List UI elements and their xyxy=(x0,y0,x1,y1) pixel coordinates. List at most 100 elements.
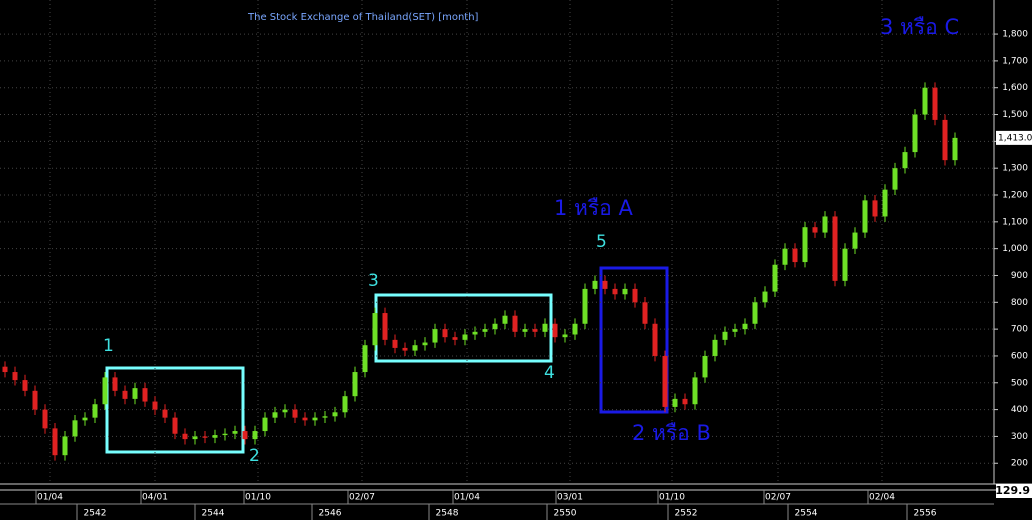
candle-body xyxy=(652,323,658,356)
candle-body xyxy=(112,377,118,391)
x-tick-label: 2554 xyxy=(795,509,818,519)
x-tick-label: 01/04 xyxy=(37,493,63,503)
candle-body xyxy=(12,372,18,381)
candle-body xyxy=(432,329,438,343)
wave-label: 2 xyxy=(249,446,260,466)
candle-body xyxy=(342,396,348,413)
y-tick-label: 300 xyxy=(1011,432,1028,442)
candle-body xyxy=(902,152,908,169)
wave-label: 5 xyxy=(596,232,607,252)
candle-body xyxy=(582,288,588,324)
candle-body xyxy=(742,323,748,330)
candle-body xyxy=(802,227,808,263)
candle-body xyxy=(682,398,688,405)
candle-body xyxy=(392,339,398,348)
candle-body xyxy=(242,431,248,440)
candle-body xyxy=(932,87,938,120)
candle-body xyxy=(122,390,128,399)
y-tick-label: 500 xyxy=(1011,378,1028,388)
x-tick-label: 02/04 xyxy=(869,493,895,503)
candle-body xyxy=(662,355,668,407)
candle-body xyxy=(602,280,608,289)
candle-body xyxy=(792,248,798,263)
wave-label: 3 xyxy=(368,271,379,291)
wave-label: 1 xyxy=(103,336,114,356)
candle-body xyxy=(352,372,358,397)
x-tick-label: 2544 xyxy=(202,509,225,519)
candle-body xyxy=(282,409,288,413)
lower-value: 129.9 xyxy=(995,484,1030,497)
x-tick-label: 2542 xyxy=(84,509,107,519)
range-box xyxy=(599,266,669,414)
candle-body xyxy=(312,417,318,421)
candle-body xyxy=(542,323,548,332)
candle-body xyxy=(162,409,168,418)
candle-body xyxy=(942,119,948,161)
candle-body xyxy=(172,417,178,434)
candle-body xyxy=(592,280,598,289)
candle-body xyxy=(302,417,308,421)
candle-body xyxy=(132,388,138,399)
candle-body xyxy=(22,380,28,391)
candle-body xyxy=(212,435,218,438)
y-tick-label: 1,800 xyxy=(1002,30,1028,40)
wave-label: 4 xyxy=(544,363,555,383)
lower-value-box xyxy=(996,484,1032,498)
candle-body xyxy=(272,412,278,418)
candle-body xyxy=(782,248,788,265)
y-tick-label: 1,700 xyxy=(1002,56,1028,66)
candle-body xyxy=(832,216,838,281)
candle-body xyxy=(382,313,388,340)
candle-body xyxy=(452,337,458,340)
candle-body xyxy=(952,137,958,161)
candle-body xyxy=(152,401,158,410)
candle-body xyxy=(552,323,558,338)
candle-body xyxy=(852,232,858,249)
candle-body xyxy=(612,288,618,295)
candle-body xyxy=(252,431,258,440)
y-tick-label: 600 xyxy=(1011,351,1028,361)
candle-body xyxy=(102,377,108,405)
candle-body xyxy=(52,428,58,456)
wave-name: 2 หรือ B xyxy=(632,421,711,445)
candle-body xyxy=(502,315,508,324)
candle-body xyxy=(292,409,298,418)
x-tick-label: 04/01 xyxy=(142,493,168,503)
y-tick-label: 1,600 xyxy=(1002,83,1028,93)
candle-body xyxy=(332,412,338,417)
candle-body xyxy=(702,355,708,378)
candle-body xyxy=(882,189,888,217)
candle-body xyxy=(532,329,538,332)
wave-name: 1 หรือ A xyxy=(554,196,633,220)
last-price-box xyxy=(996,130,1032,145)
candle-body xyxy=(752,302,758,324)
x-tick-label: 03/01 xyxy=(557,493,583,503)
x-tick-label: 01/10 xyxy=(659,493,685,503)
candle-body xyxy=(732,329,738,332)
x-tick-label: 2550 xyxy=(554,509,577,519)
y-tick-label: 1,300 xyxy=(1002,164,1028,174)
candle-body xyxy=(442,329,448,338)
candle-body xyxy=(32,390,38,410)
candle-body xyxy=(202,436,208,438)
candle-body xyxy=(262,417,268,432)
x-tick-label: 2548 xyxy=(436,509,459,519)
candle-body xyxy=(232,431,238,434)
candle-body xyxy=(42,409,48,429)
candle-body xyxy=(222,433,228,436)
candle-body xyxy=(462,334,468,340)
candle-body xyxy=(492,323,498,330)
x-tick-label: 2556 xyxy=(914,509,937,519)
candle-body xyxy=(412,345,418,351)
candle-body xyxy=(62,436,68,456)
candle-body xyxy=(692,377,698,405)
candle-body xyxy=(572,323,578,335)
y-tick-label: 800 xyxy=(1011,298,1028,308)
range-box xyxy=(105,366,245,454)
candle-body xyxy=(722,331,728,340)
candle-body xyxy=(422,342,428,346)
candle-body xyxy=(142,388,148,402)
candle-body xyxy=(72,420,78,437)
candle-body xyxy=(182,433,188,440)
